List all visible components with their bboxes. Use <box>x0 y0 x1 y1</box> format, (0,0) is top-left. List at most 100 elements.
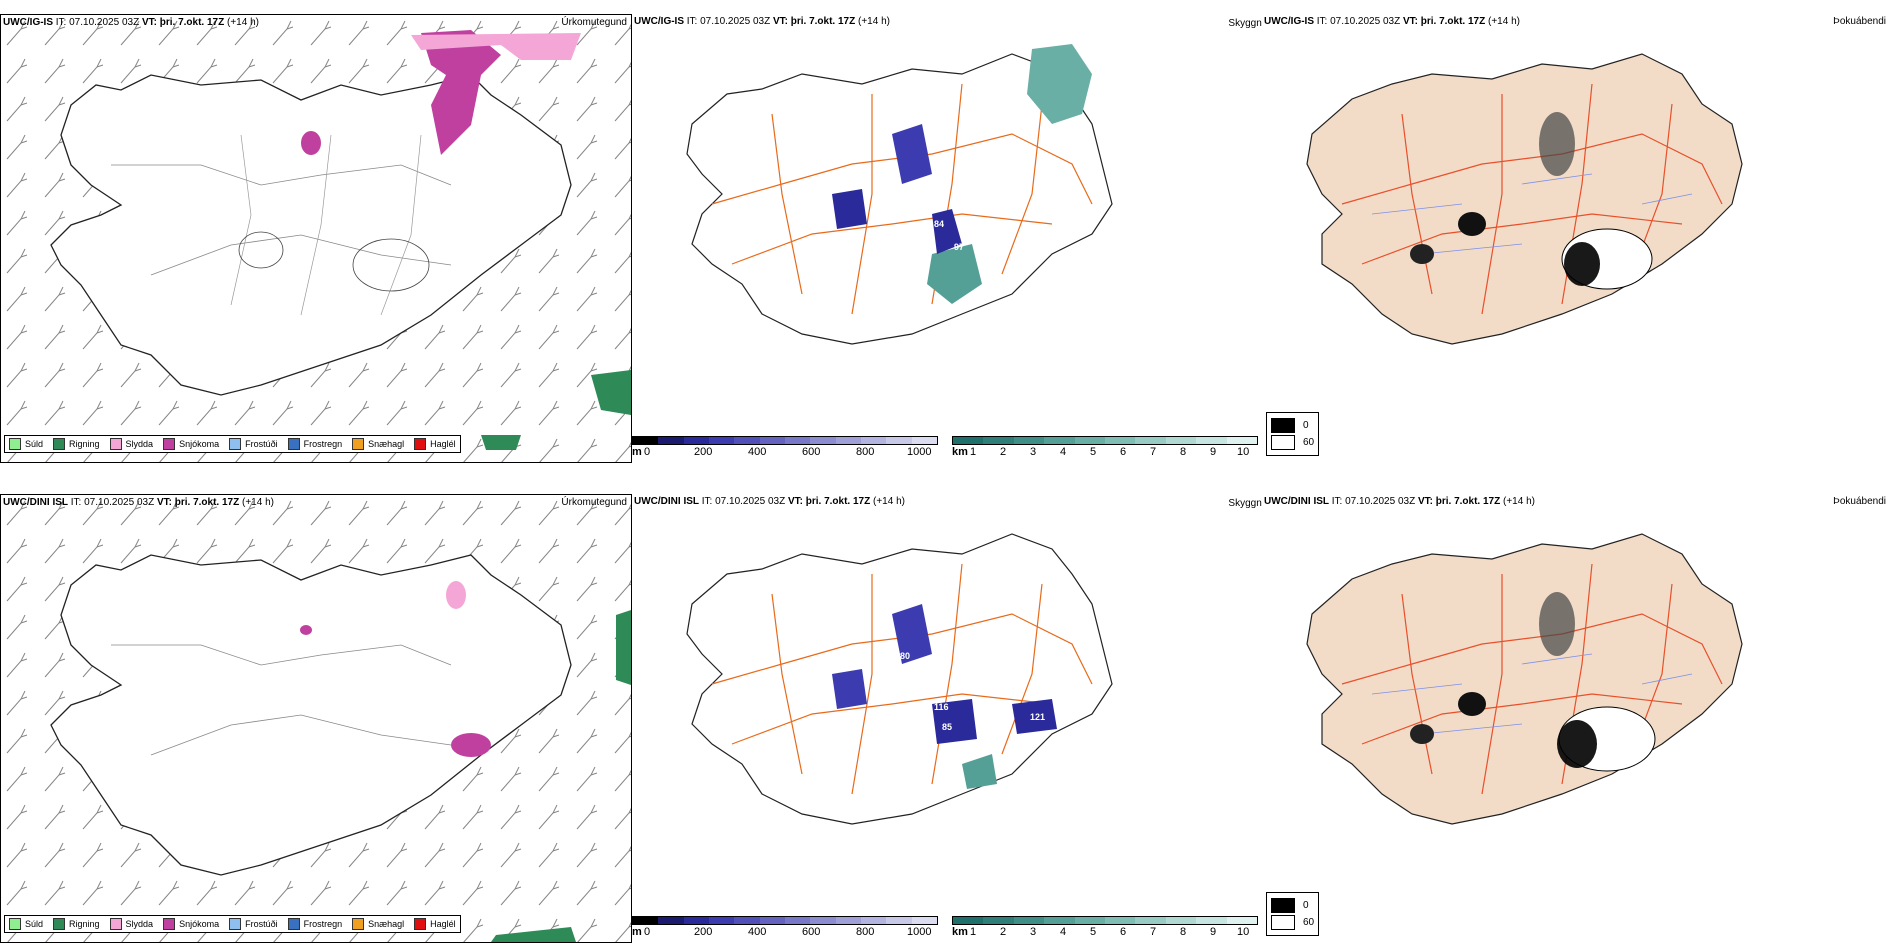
fog-map-row1 <box>1306 53 1743 345</box>
tick-label: 3 <box>1030 446 1037 458</box>
legend-swatch <box>53 918 66 930</box>
visibility-cells <box>952 916 1258 925</box>
cloud-base-colorbar: m 0 200 400 600 800 1000 <box>632 916 938 938</box>
visibility-unit: km <box>952 926 968 938</box>
visibility-unit: km <box>952 446 968 458</box>
peak-label: 168 <box>1056 126 1071 136</box>
panel-title: Skyggni <box>1228 498 1264 509</box>
peak-label: 80 <box>900 651 910 661</box>
fog-map-row2 <box>1306 533 1743 825</box>
fog-legend-item: 60 <box>1271 435 1314 450</box>
cloud-map-row2: 116 85 121 80 <box>686 533 1113 825</box>
tick-label: 0 <box>644 446 651 458</box>
tick-label: 10 <box>1237 446 1250 458</box>
tick-label: 8 <box>1180 926 1187 938</box>
peak-label: 116 <box>934 702 949 712</box>
precip-legend: Súld Rigning Slydda Snjókoma Frostúði Fr… <box>4 915 461 933</box>
tick-label: 200 <box>694 926 713 938</box>
tick-label: 1000 <box>907 926 932 938</box>
legend-item: Slydda <box>109 918 153 930</box>
tick-label: 200 <box>694 446 713 458</box>
peak-label: 12 <box>872 388 882 398</box>
fog-legend-item: 0 <box>1271 898 1314 913</box>
tick-label: 8 <box>1180 446 1187 458</box>
legend-swatch <box>229 438 242 450</box>
panel-header: UWC/DINI ISL IT: 07.10.2025 03Z VT: þri.… <box>1264 496 1535 507</box>
tick-label: 1000 <box>907 446 932 458</box>
legend-swatch <box>352 438 365 450</box>
cloud-visibility-panel-row2: 116 85 121 80 UWC/DINI ISL IT: 07.10.202… <box>632 494 1264 943</box>
legend-item: Rigning <box>53 438 100 450</box>
legend-item: Snjókoma <box>163 918 219 930</box>
tick-label: 1 <box>970 926 977 938</box>
tick-label: 800 <box>856 446 875 458</box>
panel-header: UWC/IG-IS IT: 07.10.2025 03Z VT: þri. 7.… <box>634 16 890 27</box>
tick-label: 4 <box>1060 926 1067 938</box>
legend-item: Súld <box>9 918 43 930</box>
tick-label: 800 <box>856 926 875 938</box>
fog-panel-row2: UWC/DINI ISL IT: 07.10.2025 03Z VT: þri.… <box>1262 494 1900 943</box>
tick-label: 6 <box>1120 926 1127 938</box>
visibility-colorbar: km 1 2 3 4 5 6 7 8 9 10 <box>952 916 1258 938</box>
fog-legend: 0 60 <box>1266 412 1320 456</box>
legend-swatch <box>229 918 242 930</box>
legend-item: Frostregn <box>287 438 342 450</box>
tick-label: 4 <box>1060 446 1067 458</box>
tick-label: 7 <box>1150 446 1157 458</box>
legend-item: Súld <box>9 438 43 450</box>
legend-swatch <box>163 918 176 930</box>
legend-swatch <box>109 918 122 930</box>
legend-swatch <box>414 438 427 450</box>
cloud-base-colorbar: m 0 200 400 600 800 1000 <box>632 436 938 458</box>
legend-swatch <box>352 918 365 930</box>
legend-item: Snæhagl <box>352 918 404 930</box>
cloud-base-unit: m <box>632 446 642 458</box>
legend-swatch <box>163 438 176 450</box>
tick-label: 1 <box>970 446 977 458</box>
legend-item: Haglél <box>414 438 456 450</box>
tick-label: 400 <box>748 446 767 458</box>
tick-label: 9 <box>1210 926 1217 938</box>
tick-label: 400 <box>748 926 767 938</box>
tick-label: 2 <box>1000 926 1007 938</box>
cloud-base-cells <box>632 916 938 925</box>
precip-type-panel-row2: UWC/DINI ISL IT: 07.10.2025 03Z VT: þri.… <box>0 494 632 943</box>
tick-label: 6 <box>1120 446 1127 458</box>
panel-title: Skyggni <box>1228 18 1264 29</box>
panel-header: UWC/DINI ISL IT: 07.10.2025 03Z VT: þri.… <box>634 496 905 507</box>
tick-label: 7 <box>1150 926 1157 938</box>
legend-item: Rigning <box>53 918 100 930</box>
peak-label: 97 <box>954 242 964 252</box>
tick-label: 3 <box>1030 926 1037 938</box>
legend-item: Haglél <box>414 918 456 930</box>
peak-label: 84 <box>934 219 944 229</box>
legend-swatch <box>287 918 300 930</box>
precip-map-row2 <box>1 495 631 942</box>
tick-label: 10 <box>1237 926 1250 938</box>
legend-swatch <box>9 918 21 930</box>
legend-swatch <box>53 438 66 450</box>
tick-label: 2 <box>1000 446 1007 458</box>
tick-label: 600 <box>802 926 821 938</box>
legend-item: Snæhagl <box>352 438 404 450</box>
legend-swatch <box>9 438 21 450</box>
panel-header: UWC/IG-IS IT: 07.10.2025 03Z VT: þri. 7.… <box>1264 16 1520 27</box>
legend-item: Frostúði <box>229 438 278 450</box>
legend-swatch <box>414 918 427 930</box>
panel-title: Úrkomutegund <box>561 497 627 508</box>
precip-type-panel-row1: UWC/IG-IS IT: 07.10.2025 03Z VT: þri. 7.… <box>0 14 632 463</box>
tick-label: 5 <box>1090 926 1097 938</box>
legend-swatch <box>109 438 122 450</box>
cloud-base-cells <box>632 436 938 445</box>
panel-title: Þokuábendi <box>1833 16 1886 27</box>
legend-item: Snjókoma <box>163 438 219 450</box>
cloud-base-unit: m <box>632 926 642 938</box>
tick-label: 600 <box>802 446 821 458</box>
peak-label: 85 <box>942 722 952 732</box>
fog-legend-item: 0 <box>1271 418 1314 433</box>
visibility-cells <box>952 436 1258 445</box>
legend-item: Slydda <box>109 438 153 450</box>
peak-label: 121 <box>1030 712 1045 722</box>
tick-label: 5 <box>1090 446 1097 458</box>
panel-title: Þokuábendi <box>1833 496 1886 507</box>
